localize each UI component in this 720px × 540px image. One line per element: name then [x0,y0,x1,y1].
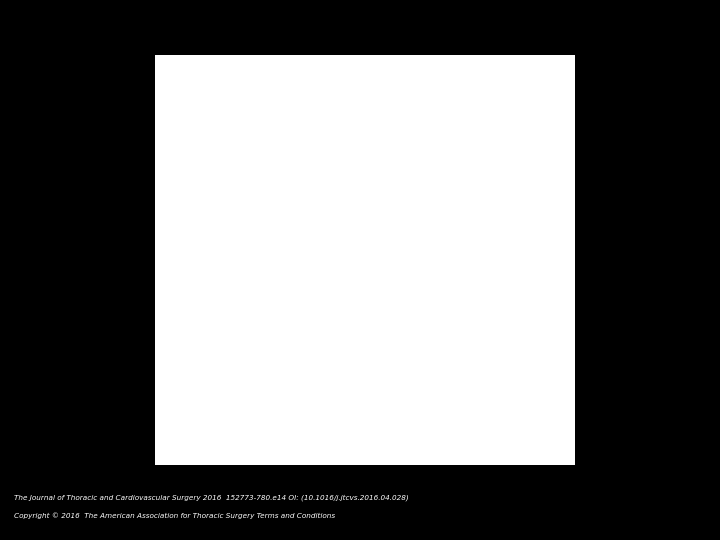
Point [230,90,241,98]
Point [210,136,221,144]
Point [269,161,281,170]
Text: Copyright © 2016  The American Association for Thoracic Surgery Terms and Condit: Copyright © 2016 The American Associatio… [14,513,336,519]
Point [246,72,258,80]
Point [500,158,511,167]
Point [345,170,356,178]
Point [368,164,379,172]
Point [411,164,423,172]
Text: Figure 5: Figure 5 [332,22,388,36]
Y-axis label: Days Post Procedure: Days Post Procedure [168,186,181,307]
Point [295,156,307,164]
Point [318,181,330,190]
X-axis label: Patient Sequence Number: Patient Sequence Number [313,449,467,462]
Point [559,158,570,167]
Point [302,199,314,207]
Text: The Journal of Thoracic and Cardiovascular Surgery 2016  152773-780.e14 OI: (10.: The Journal of Thoracic and Cardiovascul… [14,495,409,501]
